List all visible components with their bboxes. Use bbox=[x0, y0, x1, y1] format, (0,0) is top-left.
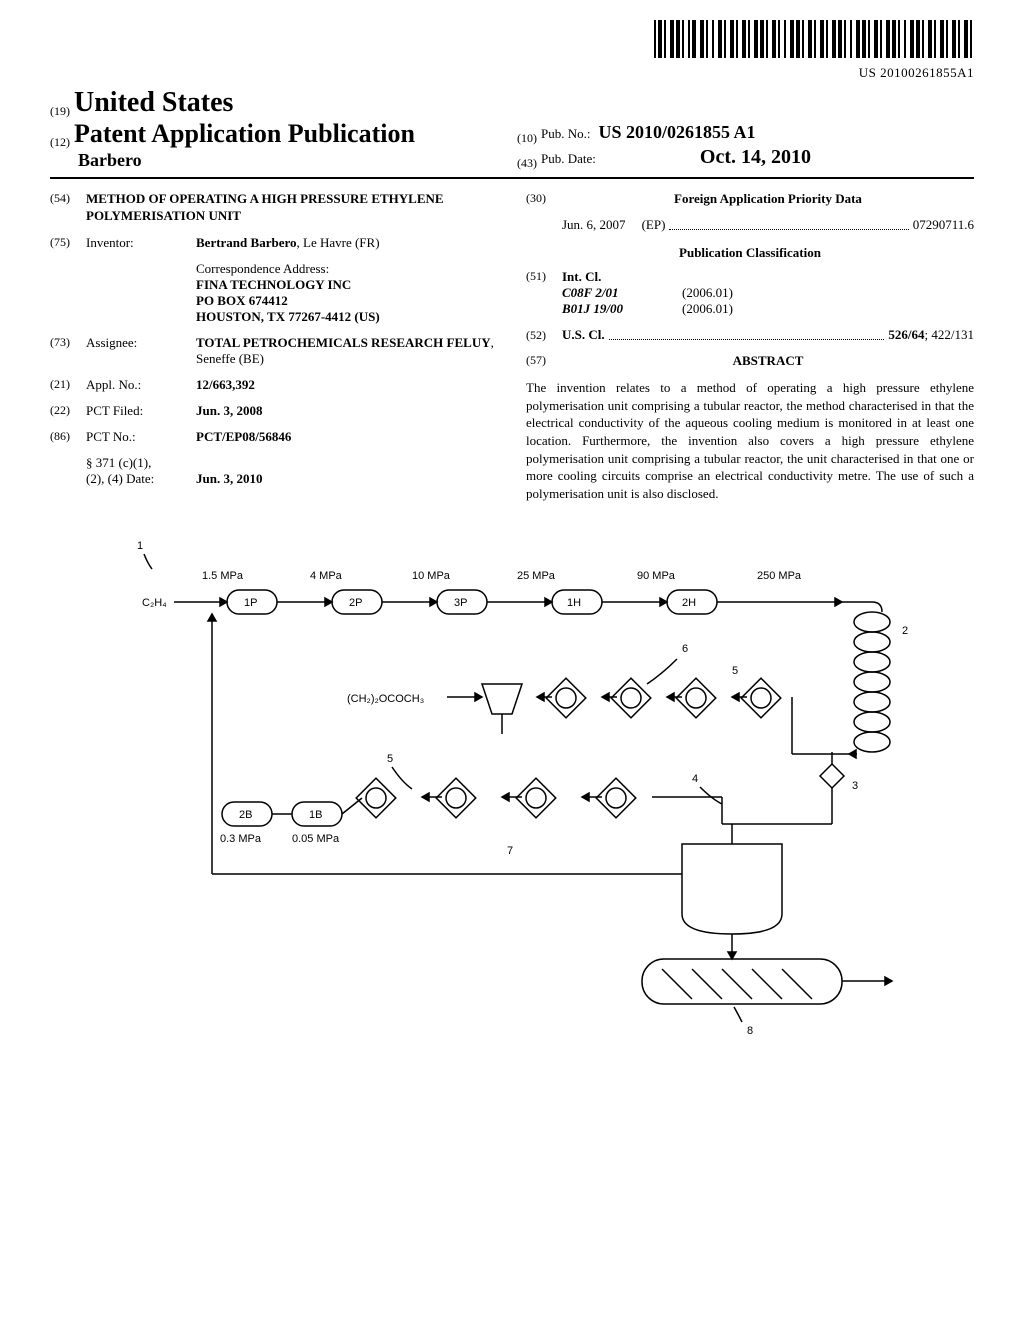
header: (19) United States (12) Patent Applicati… bbox=[50, 87, 974, 171]
corr-line1: FINA TECHNOLOGY INC bbox=[196, 277, 498, 293]
assignee-num: (73) bbox=[50, 335, 86, 367]
svg-text:250 MPa: 250 MPa bbox=[757, 570, 802, 582]
pub-date: Oct. 14, 2010 bbox=[700, 146, 811, 168]
corr-line2: PO BOX 674412 bbox=[196, 293, 498, 309]
title-num: (54) bbox=[50, 191, 86, 225]
authority-num: (19) bbox=[50, 104, 70, 118]
svg-text:10 MPa: 10 MPa bbox=[412, 570, 451, 582]
svg-text:0.05 MPa: 0.05 MPa bbox=[292, 833, 340, 845]
svg-text:4: 4 bbox=[692, 773, 698, 785]
svg-text:2P: 2P bbox=[349, 597, 362, 609]
pct-filed-label: PCT Filed: bbox=[86, 403, 196, 419]
fp-heading: Foreign Application Priority Data bbox=[562, 191, 974, 207]
svg-text:C₂H₄: C₂H₄ bbox=[142, 597, 167, 609]
svg-text:(CH₂)₂OCOCH₃: (CH₂)₂OCOCH₃ bbox=[347, 693, 424, 705]
intcl-num: (51) bbox=[526, 269, 562, 317]
pub-no-label: Pub. No.: bbox=[541, 126, 590, 141]
barcode-number: US 20100261855A1 bbox=[50, 65, 974, 81]
pct-no-value: PCT/EP08/56846 bbox=[196, 429, 498, 445]
svg-text:3: 3 bbox=[852, 780, 858, 792]
fp-appno: 07290711.6 bbox=[913, 217, 974, 233]
assignee-value: TOTAL PETROCHEMICALS RESEARCH FELUY bbox=[196, 335, 491, 350]
pct-no-num: (86) bbox=[50, 429, 86, 445]
svg-text:25 MPa: 25 MPa bbox=[517, 570, 556, 582]
abstract-heading: ABSTRACT bbox=[562, 353, 974, 369]
fp-country: (EP) bbox=[642, 217, 666, 233]
pct-no-label: PCT No.: bbox=[86, 429, 196, 445]
s371-label2: (2), (4) Date: bbox=[86, 471, 196, 487]
intcl-label: Int. Cl. bbox=[562, 269, 733, 285]
country: United States bbox=[74, 87, 233, 118]
uscl-value: 526/64 bbox=[888, 327, 924, 343]
svg-text:3P: 3P bbox=[454, 597, 467, 609]
abstract-text: The invention relates to a method of ope… bbox=[526, 379, 974, 502]
inventor-label: Inventor: bbox=[86, 235, 196, 251]
divider bbox=[50, 177, 974, 179]
fp-num: (30) bbox=[526, 191, 562, 207]
right-column: (30) Foreign Application Priority Data J… bbox=[526, 191, 974, 502]
svg-text:1B: 1B bbox=[309, 809, 322, 821]
pc-heading: Publication Classification bbox=[526, 245, 974, 261]
appl-label: Appl. No.: bbox=[86, 377, 196, 393]
corr-line3: HOUSTON, TX 77267-4412 (US) bbox=[196, 309, 498, 325]
dotted-line bbox=[669, 229, 908, 230]
svg-text:1.5 MPa: 1.5 MPa bbox=[202, 570, 244, 582]
inventor-loc: , Le Havre (FR) bbox=[297, 235, 380, 250]
uscl-num: (52) bbox=[526, 328, 562, 343]
svg-text:2: 2 bbox=[902, 625, 908, 637]
pub-date-num: (43) bbox=[517, 156, 537, 170]
inventor-num: (75) bbox=[50, 235, 86, 251]
appl-value: 12/663,392 bbox=[196, 377, 498, 393]
pub-no: US 2010/0261855 A1 bbox=[598, 122, 755, 142]
process-diagram: 1 1.5 MPa 4 MPa 10 MPa 25 MPa 90 MPa 250… bbox=[50, 524, 974, 1044]
pub-type-num: (12) bbox=[50, 135, 70, 149]
intcl1-code: C08F 2/01 bbox=[562, 285, 682, 301]
svg-text:8: 8 bbox=[747, 1025, 753, 1037]
svg-text:7: 7 bbox=[507, 845, 513, 857]
inventor-name: Bertrand Barbero bbox=[196, 235, 297, 250]
svg-text:4 MPa: 4 MPa bbox=[310, 570, 343, 582]
intcl1-year: (2006.01) bbox=[682, 285, 733, 301]
s371-value: Jun. 3, 2010 bbox=[196, 471, 262, 487]
svg-text:1: 1 bbox=[137, 540, 143, 552]
assignee-label: Assignee: bbox=[86, 335, 196, 367]
s371-label: § 371 (c)(1), bbox=[86, 455, 262, 471]
abstract-num: (57) bbox=[526, 353, 562, 369]
uscl-value2: ; 422/131 bbox=[925, 327, 974, 343]
barcode-image bbox=[654, 20, 974, 63]
svg-text:2B: 2B bbox=[239, 809, 252, 821]
left-column: (54) METHOD OF OPERATING A HIGH PRESSURE… bbox=[50, 191, 498, 502]
header-inventor: Barbero bbox=[78, 150, 142, 170]
barcode-section: US 20100261855A1 bbox=[50, 20, 974, 81]
invention-title: METHOD OF OPERATING A HIGH PRESSURE ETHY… bbox=[86, 191, 498, 225]
svg-text:6: 6 bbox=[682, 643, 688, 655]
pct-filed-value: Jun. 3, 2008 bbox=[196, 403, 498, 419]
corr-label: Correspondence Address: bbox=[196, 261, 498, 277]
pct-filed-num: (22) bbox=[50, 403, 86, 419]
appl-num: (21) bbox=[50, 377, 86, 393]
pub-no-num: (10) bbox=[517, 131, 537, 145]
pub-date-label: Pub. Date: bbox=[541, 151, 596, 166]
pub-type: Patent Application Publication bbox=[74, 119, 415, 148]
dotted-line bbox=[609, 339, 885, 340]
svg-text:2H: 2H bbox=[682, 597, 696, 609]
svg-text:90 MPa: 90 MPa bbox=[637, 570, 676, 582]
intcl2-year: (2006.01) bbox=[682, 301, 733, 317]
svg-text:5: 5 bbox=[387, 753, 393, 765]
intcl2-code: B01J 19/00 bbox=[562, 301, 682, 317]
fp-date: Jun. 6, 2007 bbox=[562, 217, 626, 233]
svg-text:1P: 1P bbox=[244, 597, 257, 609]
svg-text:0.3 MPa: 0.3 MPa bbox=[220, 833, 262, 845]
biblio-columns: (54) METHOD OF OPERATING A HIGH PRESSURE… bbox=[50, 191, 974, 502]
svg-text:5: 5 bbox=[732, 665, 738, 677]
svg-text:1H: 1H bbox=[567, 597, 581, 609]
uscl-label: U.S. Cl. bbox=[562, 327, 605, 343]
